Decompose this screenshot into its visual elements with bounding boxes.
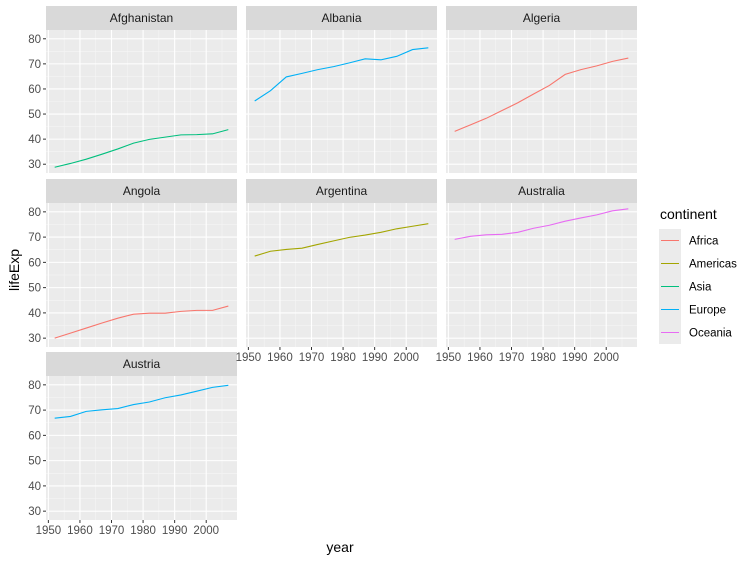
x-tick-label: 1950 bbox=[36, 525, 62, 537]
facet-panel: Argentina bbox=[246, 179, 437, 347]
y-tick-label: 30 bbox=[28, 506, 41, 518]
y-tick-label: 50 bbox=[28, 283, 41, 295]
y-tick-label: 60 bbox=[28, 257, 41, 269]
facet-strip-label: Algeria bbox=[523, 11, 561, 25]
x-tick-label: 1970 bbox=[299, 352, 325, 364]
x-tick-label: 1960 bbox=[267, 352, 293, 364]
series-line bbox=[54, 129, 229, 168]
facet-strip bbox=[446, 179, 637, 203]
facet-strip bbox=[46, 352, 237, 376]
facet-strip bbox=[446, 6, 637, 30]
facet-panel: Australia bbox=[446, 179, 637, 347]
y-tick-label: 70 bbox=[28, 59, 41, 71]
legend-item: Europe bbox=[659, 298, 726, 321]
y-tick-label: 70 bbox=[28, 232, 41, 244]
legend-title: continent bbox=[660, 206, 717, 222]
y-axis-title: lifeExp bbox=[6, 249, 22, 291]
x-tick-label: 1990 bbox=[162, 525, 188, 537]
legend-label: Oceania bbox=[689, 328, 732, 340]
x-tick-label: 1980 bbox=[330, 352, 356, 364]
y-tick-label: 50 bbox=[28, 456, 41, 468]
legend-label: Asia bbox=[689, 282, 712, 294]
facet-strip bbox=[246, 179, 437, 203]
x-tick-label: 2000 bbox=[393, 352, 419, 364]
facet-strip bbox=[46, 6, 237, 30]
y-tick-label: 30 bbox=[28, 159, 41, 171]
legend-item: Americas bbox=[659, 252, 737, 275]
x-tick-label: 1970 bbox=[99, 525, 125, 537]
x-tick-label: 1950 bbox=[236, 352, 262, 364]
axes: 30 40 50 60 70 80 30 40 50 60 70 80 1950 1960 1970 1980… bbox=[28, 34, 619, 537]
series-line bbox=[254, 47, 429, 102]
facet-strip-label: Angola bbox=[123, 184, 161, 198]
series-line bbox=[54, 305, 229, 339]
x-tick-label: 1960 bbox=[467, 352, 493, 364]
x-tick-label: 1980 bbox=[130, 525, 156, 537]
y-tick-label: 40 bbox=[28, 308, 41, 320]
series-line bbox=[454, 57, 629, 132]
series-line bbox=[254, 223, 429, 257]
y-tick-label: 80 bbox=[28, 207, 41, 219]
x-tick-label: 1950 bbox=[436, 352, 462, 364]
legend-item: Asia bbox=[659, 275, 712, 298]
facet-panel: Afghanistan bbox=[46, 6, 237, 173]
facet-strip-label: Austria bbox=[123, 357, 161, 371]
x-axis-title: year bbox=[326, 539, 354, 555]
x-tick-label: 1960 bbox=[67, 525, 93, 537]
facet-panel: Albania bbox=[246, 6, 437, 173]
facet-panel: Austria bbox=[46, 352, 237, 520]
x-tick-label: 2000 bbox=[593, 352, 619, 364]
facet-strip-label: Australia bbox=[518, 184, 565, 198]
legend-item: Africa bbox=[659, 229, 719, 252]
x-tick-label: 2000 bbox=[193, 525, 219, 537]
x-tick-label: 1990 bbox=[562, 352, 588, 364]
y-tick-label: 50 bbox=[28, 109, 41, 121]
x-tick-label: 1980 bbox=[530, 352, 556, 364]
x-tick-label: 1970 bbox=[499, 352, 525, 364]
legend-item: Oceania bbox=[659, 321, 732, 344]
series-line bbox=[454, 208, 629, 240]
facet-strip-label: Albania bbox=[321, 11, 361, 25]
y-tick-label: 40 bbox=[28, 134, 41, 146]
y-tick-label: 60 bbox=[28, 84, 41, 96]
x-tick-label: 1990 bbox=[362, 352, 388, 364]
facet-panel: Angola bbox=[46, 179, 237, 347]
y-tick-label: 70 bbox=[28, 405, 41, 417]
y-tick-label: 30 bbox=[28, 333, 41, 345]
y-tick-label: 40 bbox=[28, 481, 41, 493]
facet-strip-label: Afghanistan bbox=[110, 11, 173, 25]
facet-panel: Algeria bbox=[446, 6, 637, 173]
facet-strip-label: Argentina bbox=[316, 184, 368, 198]
legend: continent Africa Americas Asia Europe Oceani… bbox=[659, 206, 737, 344]
legend-label: Europe bbox=[689, 305, 726, 317]
y-tick-label: 80 bbox=[28, 380, 41, 392]
y-tick-label: 80 bbox=[28, 34, 41, 46]
y-tick-label: 60 bbox=[28, 430, 41, 442]
legend-label: Africa bbox=[689, 236, 719, 248]
panels: Afghanistan Albania Algeria Angola Argentina… bbox=[46, 6, 637, 520]
facet-strip bbox=[46, 179, 237, 203]
legend-label: Americas bbox=[689, 259, 737, 271]
series-line bbox=[54, 384, 229, 419]
facet-strip bbox=[246, 6, 437, 30]
